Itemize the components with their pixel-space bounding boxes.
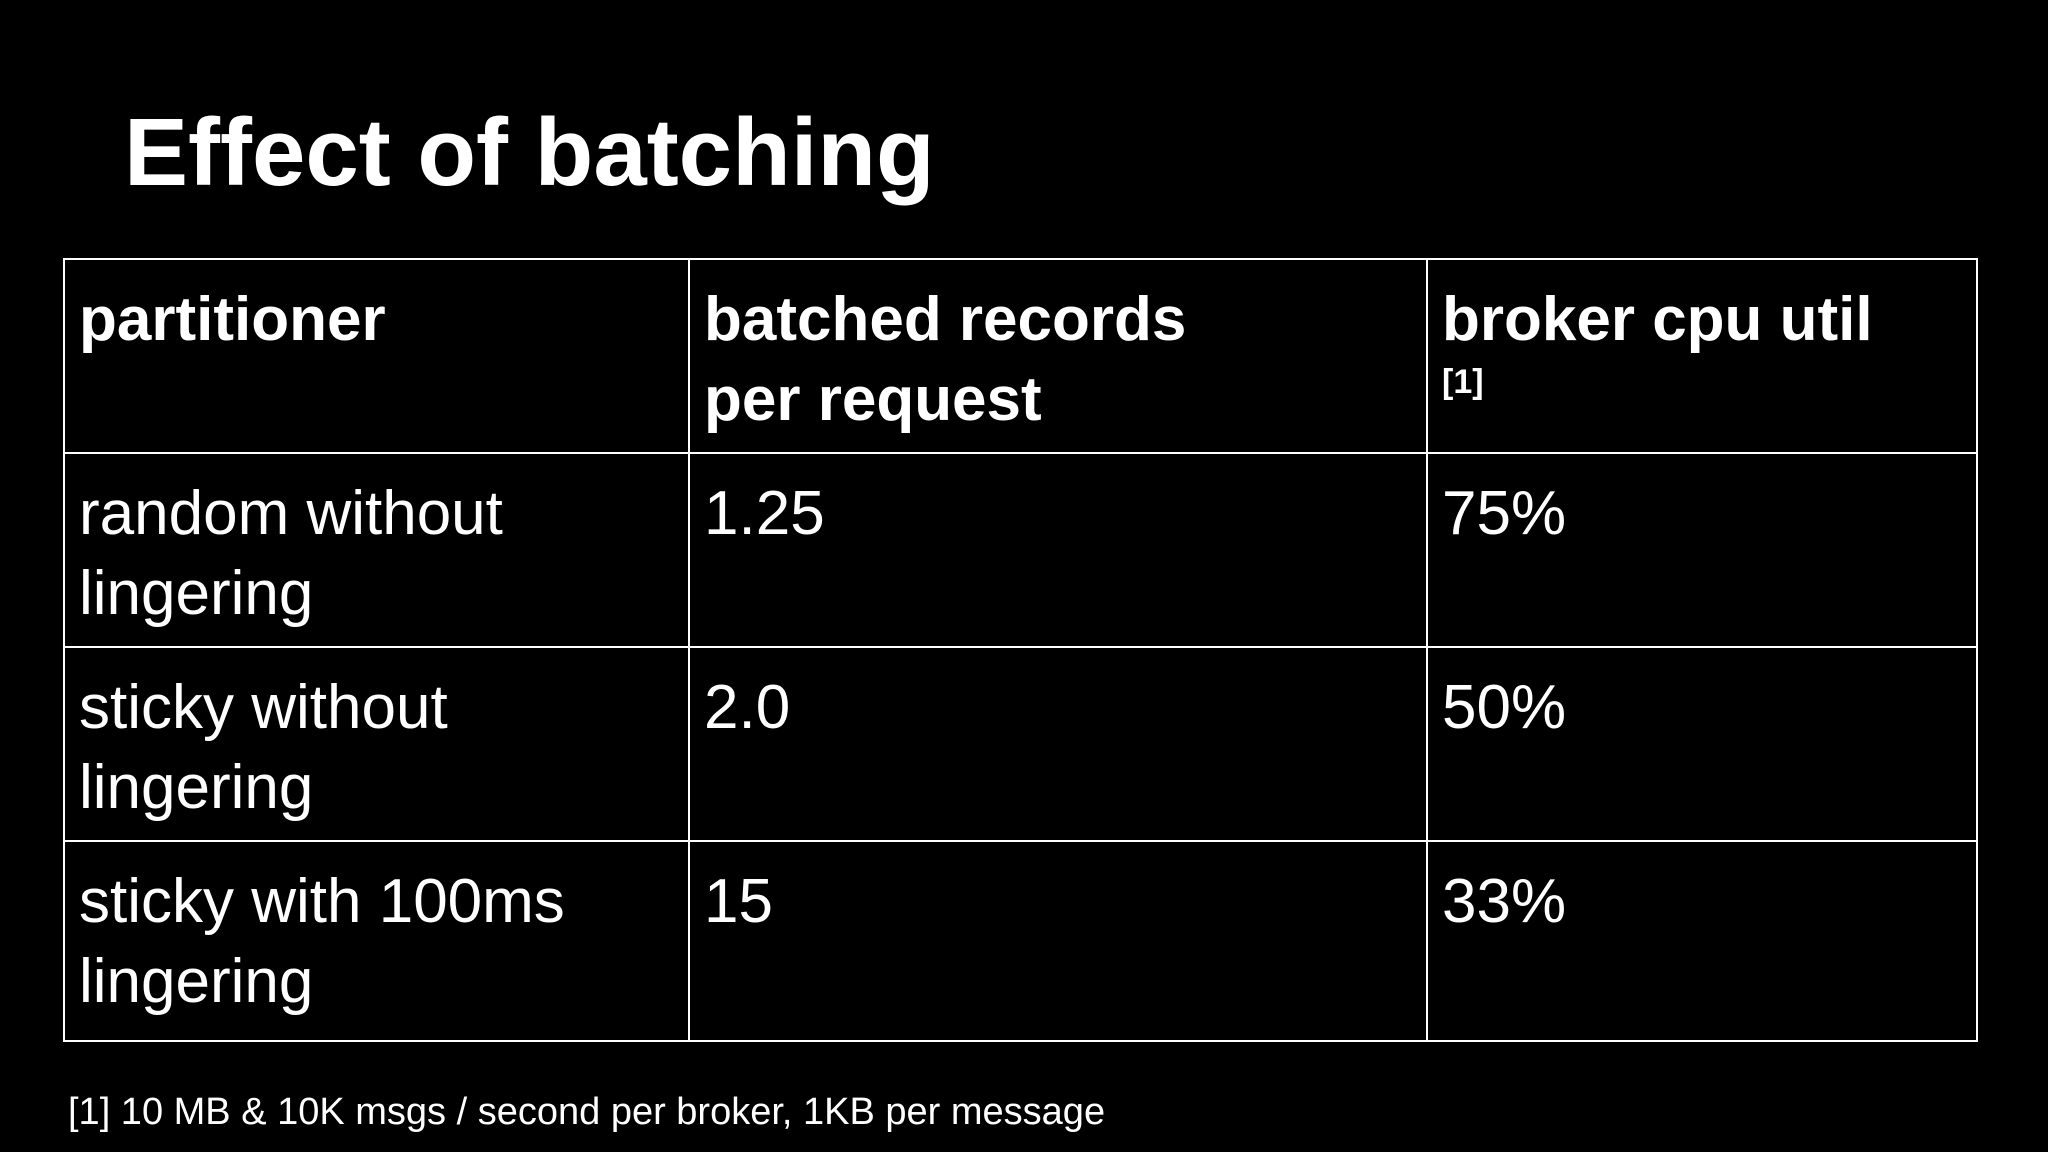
footnote: [1] 10 MB & 10K msgs / second per broker… (68, 1091, 1106, 1133)
cpu-cell: 50% (1426, 646, 1978, 842)
table-header-row: partitioner batched records per request b… (63, 258, 1978, 454)
partitioner-cell: sticky with 100ms lingering (63, 840, 690, 1042)
results-table: partitioner batched records per request b… (63, 258, 1978, 1042)
table-row: sticky with 100ms lingering 15 33% (63, 840, 1978, 1042)
header-batched-records-line2: per request (704, 365, 1042, 434)
slide-title: Effect of batching (124, 99, 935, 206)
footnote-reference: [1] (1442, 363, 1484, 401)
partitioner-cell: sticky without lingering (63, 646, 690, 842)
batched-cell: 1.25 (688, 452, 1428, 648)
partitioner-cell: random without lingering (63, 452, 690, 648)
header-broker-cpu-label: broker cpu util (1442, 285, 1873, 354)
header-partitioner-label: partitioner (79, 285, 386, 354)
cpu-cell: 75% (1426, 452, 1978, 648)
cpu-cell: 33% (1426, 840, 1978, 1042)
partitioner-line1: random without (79, 479, 503, 548)
partitioner-line2: lingering (79, 947, 314, 1016)
header-broker-cpu: broker cpu util [1] (1426, 258, 1978, 454)
batched-cell: 15 (688, 840, 1428, 1042)
batched-cell: 2.0 (688, 646, 1428, 842)
header-batched-records: batched records per request (688, 258, 1428, 454)
header-partitioner: partitioner (63, 258, 690, 454)
partitioner-line2: lingering (79, 753, 314, 822)
partitioner-line1: sticky with 100ms (79, 867, 565, 936)
table-row: random without lingering 1.25 75% (63, 452, 1978, 648)
table-row: sticky without lingering 2.0 50% (63, 646, 1978, 842)
partitioner-line2: lingering (79, 559, 314, 628)
header-batched-records-line1: batched records (704, 285, 1187, 354)
partitioner-line1: sticky without (79, 673, 448, 742)
